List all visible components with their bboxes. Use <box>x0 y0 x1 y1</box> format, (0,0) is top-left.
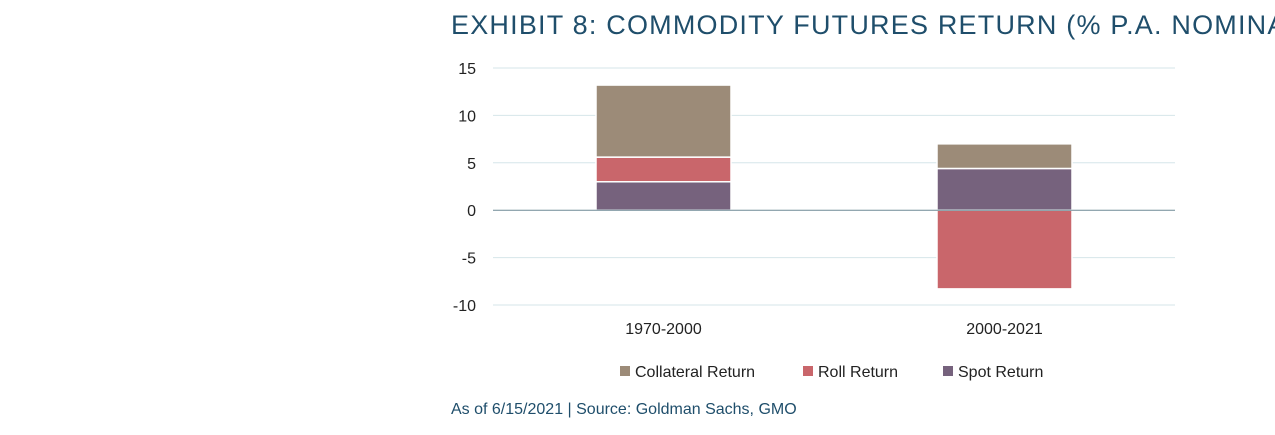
bar-roll-return <box>595 156 732 183</box>
x-axis-categories: 1970-2000 2000-2021 <box>625 321 1043 338</box>
y-tick-label: -10 <box>453 298 476 315</box>
y-tick-label: 0 <box>467 203 476 220</box>
bar-spot-return <box>595 181 732 211</box>
bars <box>595 84 1073 290</box>
x-category-label: 1970-2000 <box>625 321 702 338</box>
bar-collateral-return <box>936 143 1073 170</box>
legend-label: Spot Return <box>958 364 1043 381</box>
y-tick-label: -5 <box>462 251 476 268</box>
legend-swatch <box>803 366 813 376</box>
y-axis-ticks: 15 10 5 0 -5 -10 <box>453 61 476 315</box>
y-tick-label: 5 <box>467 156 476 173</box>
legend-swatch <box>620 366 630 376</box>
bar-spot-return <box>936 167 1073 211</box>
bar-collateral-return <box>595 84 732 158</box>
y-tick-label: 15 <box>458 61 476 78</box>
bar-roll-return <box>936 209 1073 290</box>
legend: Collateral Return Roll Return Spot Return <box>620 364 1043 381</box>
legend-label: Collateral Return <box>635 364 755 381</box>
legend-swatch <box>943 366 953 376</box>
source-note: As of 6/15/2021 | Source: Goldman Sachs,… <box>451 401 797 418</box>
y-tick-label: 10 <box>458 108 476 125</box>
x-category-label: 2000-2021 <box>966 321 1043 338</box>
chart-title: EXHIBIT 8: COMMODITY FUTURES RETURN (% P… <box>451 10 1275 40</box>
legend-label: Roll Return <box>818 364 898 381</box>
